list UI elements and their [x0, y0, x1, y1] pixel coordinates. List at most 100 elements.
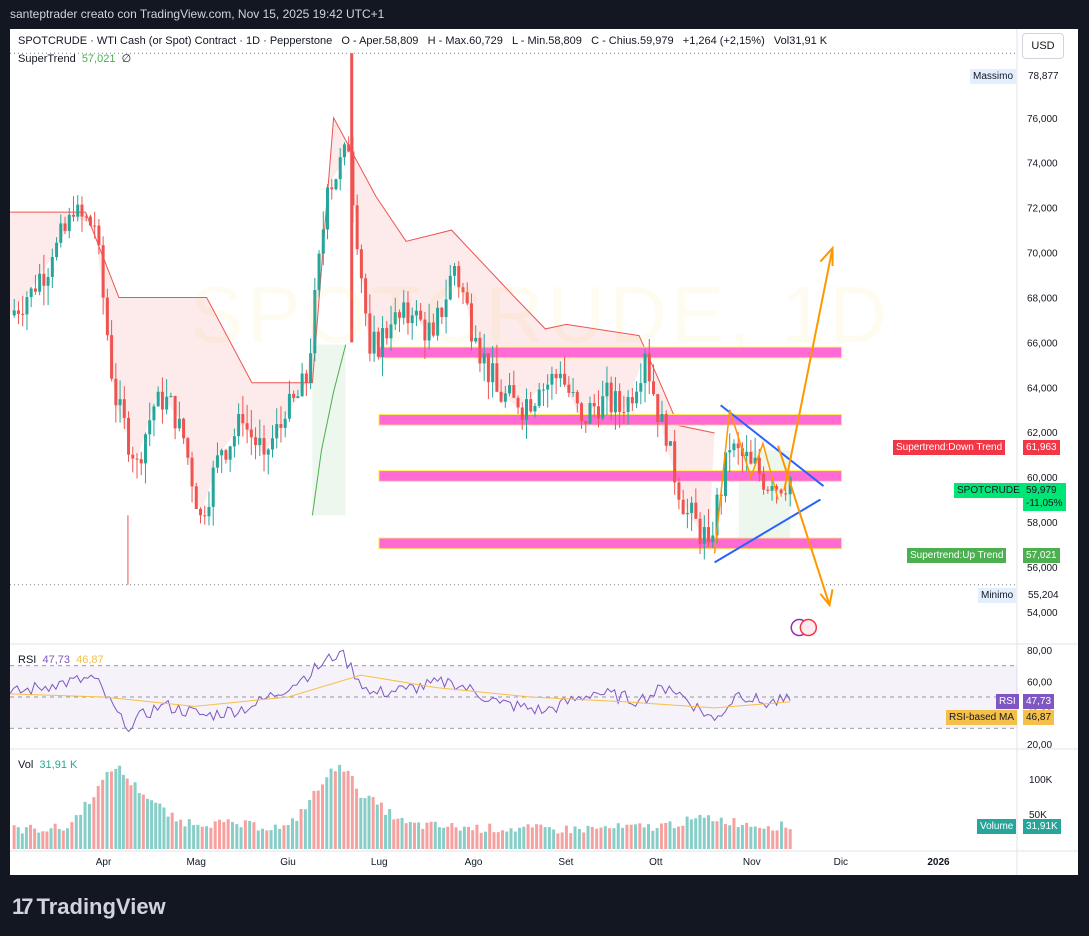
volume-bar [642, 827, 646, 849]
candle-body [660, 413, 664, 422]
rsi-tag: RSI [996, 694, 1019, 709]
rsi-legend[interactable]: RSI 47,73 46,87 [18, 654, 104, 666]
candle-body [711, 535, 715, 543]
candle-body [541, 389, 545, 391]
volume-bar [187, 819, 191, 849]
candle-body [775, 486, 779, 490]
volume-bar [338, 764, 342, 849]
volume-legend[interactable]: Vol 31,91 K [18, 759, 77, 771]
candle-body [29, 288, 33, 298]
candle-body [423, 319, 427, 341]
volume-bar [325, 777, 329, 849]
candle-body [533, 405, 537, 412]
time-tick-label: Dic [834, 857, 848, 868]
candle-body [664, 413, 668, 446]
candle-body [601, 396, 605, 419]
candle-body [33, 288, 37, 292]
candle-body [397, 312, 401, 318]
tradingview-logo-icon: 17 [12, 894, 34, 919]
candle-body [461, 287, 465, 293]
candle-body [482, 353, 486, 364]
candle-body [402, 302, 406, 318]
volume-bar [37, 832, 41, 849]
candle-body [757, 457, 761, 474]
volume-bar [590, 826, 594, 849]
candle-body [190, 457, 194, 487]
volume-bar [218, 819, 222, 849]
candle-body [766, 489, 770, 491]
volume-bar [308, 799, 312, 849]
volume-bar [57, 829, 61, 849]
candle-body [596, 406, 600, 419]
volume-bar [367, 795, 371, 849]
time-tick-label: Giu [280, 857, 296, 868]
volume-bar [479, 832, 483, 849]
volume-bar [183, 826, 187, 849]
supertrend-legend[interactable]: SuperTrend 57,021 ∅ [18, 52, 131, 65]
candle-body [635, 391, 639, 404]
volume-bar [421, 828, 425, 849]
tradingview-brand[interactable]: 17 TradingView [12, 894, 166, 920]
volume-bar [222, 822, 226, 849]
volume-bar [363, 798, 367, 849]
volume-bar [501, 830, 505, 849]
volume-bar [209, 827, 213, 849]
bullish-arrow-head [819, 245, 834, 267]
price-tick-label: 68,000 [1027, 293, 1058, 304]
volume-bar [655, 828, 659, 849]
volume-bar [412, 822, 416, 849]
volume-bar [303, 809, 307, 849]
volume-bar [226, 819, 230, 849]
candle-body [457, 266, 461, 288]
volume-bar [170, 812, 174, 849]
volume-bar [543, 827, 547, 849]
supertrend-value: 57,021 [81, 53, 116, 65]
candle-body [207, 506, 211, 517]
candle-body [80, 204, 84, 217]
candle-body [444, 299, 448, 317]
volume-bar [471, 830, 475, 849]
legend-change: +1,264 (+2,15%) [682, 35, 765, 47]
volume-bar [526, 824, 530, 849]
time-tick-label: Ago [465, 857, 483, 868]
candle-body [393, 312, 397, 325]
volume-bar [359, 797, 363, 849]
currency-button[interactable]: USD [1022, 33, 1064, 59]
volume-bar [12, 825, 16, 849]
candle-body [262, 438, 266, 455]
volume-bar [638, 823, 642, 849]
volume-bar [634, 824, 638, 849]
volume-bar [677, 826, 681, 849]
candle-body [342, 144, 346, 158]
price-tick-label: 56,000 [1027, 563, 1058, 574]
chart-frame[interactable]: 54,000 56,000 58,000 60,000 62,000 64,000 66,0… [10, 29, 1078, 875]
price-tick-label: 66,000 [1027, 338, 1058, 349]
candle-body [656, 394, 660, 422]
candle-body [546, 384, 550, 390]
volume-value-tag: 31,91K [1023, 819, 1061, 834]
volume-bar [779, 821, 783, 849]
volume-bar [350, 776, 354, 849]
support-resistance-zone [378, 470, 843, 482]
candle-body [237, 414, 241, 437]
upper-trendline [720, 404, 825, 487]
volume-bar [375, 804, 379, 849]
candle-body [571, 392, 575, 394]
candle-body [618, 391, 622, 412]
price-chart-svg[interactable]: 54,000 56,000 58,000 60,000 62,000 64,000 66,0… [10, 29, 1078, 875]
volume-bar [492, 832, 496, 849]
minimo-value: 55,204 [1025, 588, 1062, 603]
candle-body [72, 214, 76, 217]
candle-body [584, 420, 588, 424]
volume-legend-value: 31,91 K [39, 759, 78, 771]
candle-body [499, 391, 503, 402]
rsi-ma-line [10, 674, 791, 709]
candle-body [127, 417, 131, 455]
volume-bar [582, 832, 586, 849]
price-tick-label: 76,000 [1027, 114, 1058, 125]
candle-body [300, 373, 304, 397]
candle-body [105, 297, 109, 336]
rsi-tick-label: 60,00 [1027, 677, 1052, 688]
volume-bar [745, 822, 749, 849]
volume-bar [53, 823, 57, 849]
